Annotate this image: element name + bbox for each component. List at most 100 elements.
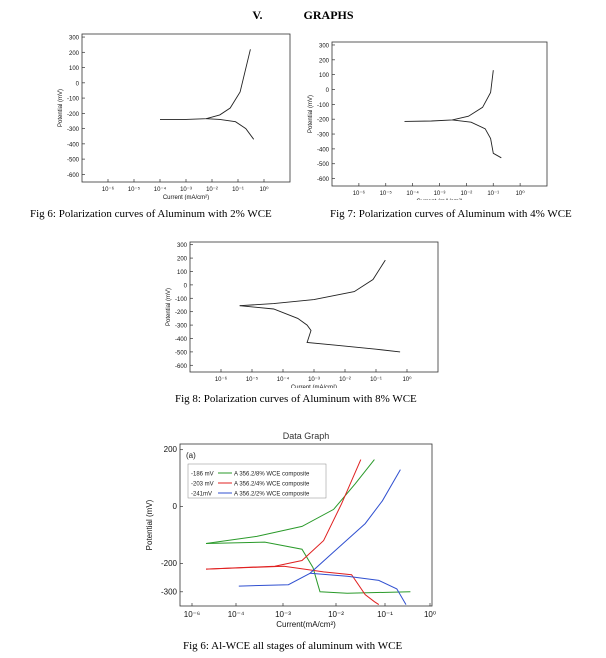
y-tick-label: 100 xyxy=(177,270,188,276)
y-tick-label: -300 xyxy=(67,127,80,133)
legend-entry: A 356.2/4% WCE composite xyxy=(234,482,310,488)
y-tick-label: -600 xyxy=(175,364,188,370)
x-tick-label: 10⁻³ xyxy=(434,191,446,197)
y-tick-label: 0 xyxy=(173,502,178,511)
x-axis-label: Current (mA/cm²) xyxy=(291,385,337,388)
figure-2pct-caption: Fig 6: Polarization curves of Aluminum w… xyxy=(30,208,272,220)
y-tick-label: 300 xyxy=(177,243,188,249)
x-tick-label: 10⁻⁶ xyxy=(215,376,228,383)
y-tick-label: -500 xyxy=(67,158,80,164)
plot-frame xyxy=(331,41,548,187)
x-axis-label: Current (mA/cm²) xyxy=(416,199,462,200)
x-tick-label: 10⁻⁴ xyxy=(277,376,290,383)
series-line xyxy=(239,305,401,353)
series-line xyxy=(404,70,494,122)
y-tick-label: -200 xyxy=(317,118,330,124)
y-tick-label: -300 xyxy=(175,324,188,330)
y-tick-label: 200 xyxy=(319,58,330,64)
y-tick-label: -500 xyxy=(317,162,330,168)
legend-value: -203 mV xyxy=(191,482,214,488)
figure-8pct-chart: 300 200 100 0 -100 -200 -300 -400 -500 -600 10⁻⁶ 10… xyxy=(142,238,442,388)
x-tick-label: 10⁰ xyxy=(402,376,412,383)
x-axis-label: Current(mA/cm²) xyxy=(276,620,336,629)
y-tick-label: -100 xyxy=(317,103,330,109)
y-tick-label: -400 xyxy=(67,142,80,148)
figure-8pct-caption: Fig 8: Polarization curves of Aluminum w… xyxy=(175,393,417,405)
y-axis-label: Potential (mV) xyxy=(308,95,314,133)
y-tick-label: -200 xyxy=(67,112,80,118)
x-tick-label: 10⁻¹ xyxy=(232,187,244,193)
y-tick-label: -300 xyxy=(317,133,330,139)
x-tick-label: 10⁻¹ xyxy=(487,191,499,197)
x-tick-label: 10⁻¹ xyxy=(377,610,393,619)
x-tick-label: 10⁻⁴ xyxy=(406,190,419,197)
x-tick-label: 10⁻⁶ xyxy=(184,610,200,619)
x-tick-label: 10⁻² xyxy=(460,191,472,197)
y-tick-label: 0 xyxy=(184,283,188,289)
figure-4pct-chart: 300 200 100 0 -100 -200 -300 -400 -500 -600 10⁻⁶ 10… xyxy=(302,38,552,200)
x-tick-label: 10⁰ xyxy=(259,186,269,193)
y-tick-label: -400 xyxy=(175,337,188,343)
x-tick-label: 10⁻⁴ xyxy=(228,610,245,619)
section-number: V. xyxy=(252,8,263,22)
y-tick-label: 300 xyxy=(69,36,80,42)
y-tick-label: 200 xyxy=(69,51,80,57)
series-line xyxy=(206,118,255,140)
y-tick-label: 0 xyxy=(326,88,330,94)
series-line xyxy=(160,49,251,120)
y-tick-label: 0 xyxy=(76,81,80,87)
series-line xyxy=(309,572,407,605)
y-tick-label: -200 xyxy=(161,559,178,568)
legend-value: -241mV xyxy=(191,492,212,498)
x-tick-label: 10⁻⁴ xyxy=(154,186,167,193)
x-tick-label: 10⁻² xyxy=(339,377,351,383)
legend-value: -186 mV xyxy=(191,472,214,478)
series-line xyxy=(205,541,411,594)
y-tick-label: -400 xyxy=(317,147,330,153)
y-tick-label: -600 xyxy=(67,173,80,179)
series-line xyxy=(452,119,502,159)
x-tick-label: 10⁻⁵ xyxy=(128,186,141,193)
section-title: GRAPHS xyxy=(303,8,354,22)
figure-4pct-caption: Fig 7: Polarization curves of Aluminum w… xyxy=(330,208,572,220)
legend-entry: A 356.2/2% WCE composite xyxy=(234,492,310,498)
y-tick-label: -200 xyxy=(175,310,188,316)
x-tick-label: 10⁻⁵ xyxy=(246,376,259,383)
y-axis-label: Potential (mV) xyxy=(166,288,172,326)
x-tick-label: 10⁻⁶ xyxy=(102,186,115,193)
x-tick-label: 10⁻³ xyxy=(308,377,320,383)
y-tick-label: 300 xyxy=(319,43,330,49)
plot-frame xyxy=(189,241,439,373)
x-tick-label: 10⁻³ xyxy=(180,187,192,193)
x-tick-label: 10⁻² xyxy=(206,187,218,193)
y-tick-label: 100 xyxy=(69,66,80,72)
y-tick-label: 100 xyxy=(319,73,330,79)
x-tick-label: 10⁻³ xyxy=(275,610,291,619)
y-axis-label: Potential (mV) xyxy=(58,89,64,127)
x-tick-label: 10⁻² xyxy=(328,610,344,619)
x-tick-label: 10⁻⁵ xyxy=(380,190,393,197)
legend-box xyxy=(187,463,327,499)
plot-frame xyxy=(81,33,291,183)
y-tick-label: -100 xyxy=(67,97,80,103)
chart-title: Data Graph xyxy=(283,431,330,441)
series-line xyxy=(205,565,380,606)
x-tick-label: 10⁰ xyxy=(424,610,436,619)
figure-all-stages-chart: Data Graph (a) 200 0 -200 -300 10⁻⁶ 10⁻⁴ 10⁻³ 10⁻… xyxy=(140,426,450,636)
x-tick-label: 10⁰ xyxy=(516,190,526,197)
y-tick-label: -300 xyxy=(161,587,178,596)
y-tick-label: -500 xyxy=(175,350,188,356)
legend-entry: A 356.2/8% WCE composite xyxy=(234,472,310,478)
x-tick-label: 10⁻⁶ xyxy=(353,190,366,197)
series-line xyxy=(238,469,401,587)
series-line xyxy=(239,259,386,307)
figure-2pct-chart: 300 200 100 0 -100 -200 -300 -400 -500 -600 10⁻⁶ 10… xyxy=(52,30,295,200)
section-heading: V. GRAPHS xyxy=(0,8,606,23)
y-tick-label: 200 xyxy=(177,257,188,263)
x-axis-label: Current (mA/cm²) xyxy=(163,195,209,200)
panel-label: (a) xyxy=(186,451,196,460)
y-tick-label: 200 xyxy=(164,445,178,454)
series-line xyxy=(205,459,375,544)
y-tick-label: -100 xyxy=(175,297,188,303)
figure-all-stages-caption: Fig 6: Al-WCE all stages of aluminum wit… xyxy=(183,640,403,652)
